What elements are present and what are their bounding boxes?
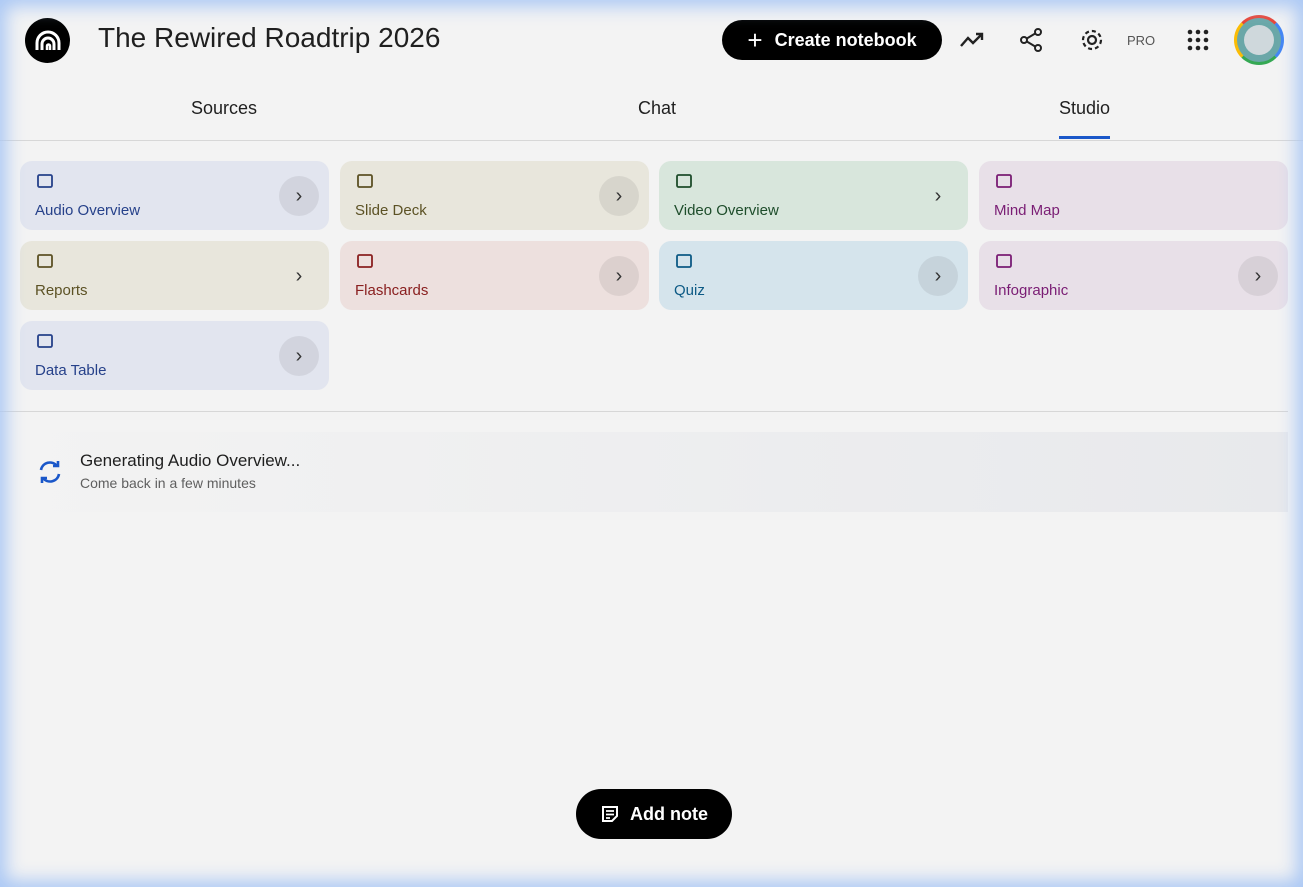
robot-avatar-image xyxy=(1244,25,1274,55)
chevron-right-icon[interactable]: › xyxy=(599,176,639,216)
settings-gear-icon[interactable] xyxy=(1076,24,1108,56)
tab-bar: Sources Chat Studio xyxy=(0,88,1303,141)
chevron-right-icon[interactable]: › xyxy=(279,336,319,376)
create-notebook-label: Create notebook xyxy=(774,29,917,50)
logo-icon xyxy=(35,30,60,50)
chevron-right-icon[interactable]: › xyxy=(1238,256,1278,296)
apps-grid-icon[interactable] xyxy=(1182,24,1214,56)
create-notebook-button[interactable]: + Create notebook xyxy=(722,20,942,60)
tab-chat[interactable]: Chat xyxy=(638,98,677,118)
sync-icon xyxy=(39,461,61,483)
chevron-right-icon[interactable]: › xyxy=(599,256,639,296)
chevron-right-icon[interactable]: › xyxy=(918,256,958,296)
studio-card-reports[interactable]: Reports › xyxy=(20,241,329,310)
reports-icon xyxy=(35,251,55,271)
studio-card-label: Quiz xyxy=(674,282,705,299)
studio-card-label: Audio Overview xyxy=(35,202,141,219)
add-note-label: Add note xyxy=(630,803,708,824)
plus-icon: + xyxy=(747,25,763,55)
studio-card-label: Slide Deck xyxy=(355,202,427,219)
studio-card-label: Flashcards xyxy=(355,282,429,299)
studio-card-label: Data Table xyxy=(35,362,107,379)
audio-waveform-icon xyxy=(35,171,55,191)
mind-map-icon xyxy=(994,171,1014,191)
analytics-icon[interactable] xyxy=(956,24,988,56)
flashcards-icon xyxy=(355,251,375,271)
chevron-right-icon[interactable]: › xyxy=(295,264,303,287)
video-icon xyxy=(674,171,694,191)
quiz-icon xyxy=(674,251,694,271)
generating-subtitle: Come back in a few minutes xyxy=(80,475,256,491)
note-icon xyxy=(602,806,618,822)
generating-title: Generating Audio Overview... xyxy=(80,451,301,470)
notebooklm-logo[interactable] xyxy=(25,18,70,63)
studio-card-mind-map[interactable]: Mind Map xyxy=(979,161,1288,230)
chevron-right-icon[interactable]: › xyxy=(279,176,319,216)
studio-card-audio-overview[interactable]: Audio Overview › xyxy=(20,161,329,230)
studio-card-label: Infographic xyxy=(994,282,1069,299)
tab-studio[interactable]: Studio xyxy=(1059,98,1111,139)
user-avatar[interactable] xyxy=(1234,15,1284,65)
pro-badge: PRO xyxy=(1127,33,1156,48)
studio-card-data-table[interactable]: Data Table › xyxy=(20,321,329,390)
share-icon[interactable] xyxy=(1015,24,1047,56)
slides-icon xyxy=(355,171,375,191)
studio-card-label: Reports xyxy=(35,282,88,299)
infographic-icon xyxy=(994,251,1014,271)
notebook-title[interactable]: The Rewired Roadtrip 2026 xyxy=(98,22,441,53)
studio-card-label: Mind Map xyxy=(994,202,1060,219)
studio-card-video-overview[interactable]: Video Overview › xyxy=(659,161,968,230)
studio-card-infographic[interactable]: Infographic › xyxy=(979,241,1288,310)
studio-card-label: Video Overview xyxy=(674,202,779,219)
table-icon xyxy=(35,331,55,351)
add-note-button[interactable]: Add note xyxy=(576,789,732,839)
generating-status: Generating Audio Overview... Come back i… xyxy=(20,432,1288,512)
studio-card-flashcards[interactable]: Flashcards › xyxy=(340,241,649,310)
chevron-right-icon[interactable]: › xyxy=(934,184,942,207)
studio-card-slide-deck[interactable]: Slide Deck › xyxy=(340,161,649,230)
tab-sources[interactable]: Sources xyxy=(191,98,258,118)
studio-card-quiz[interactable]: Quiz › xyxy=(659,241,968,310)
section-divider xyxy=(0,411,1288,412)
